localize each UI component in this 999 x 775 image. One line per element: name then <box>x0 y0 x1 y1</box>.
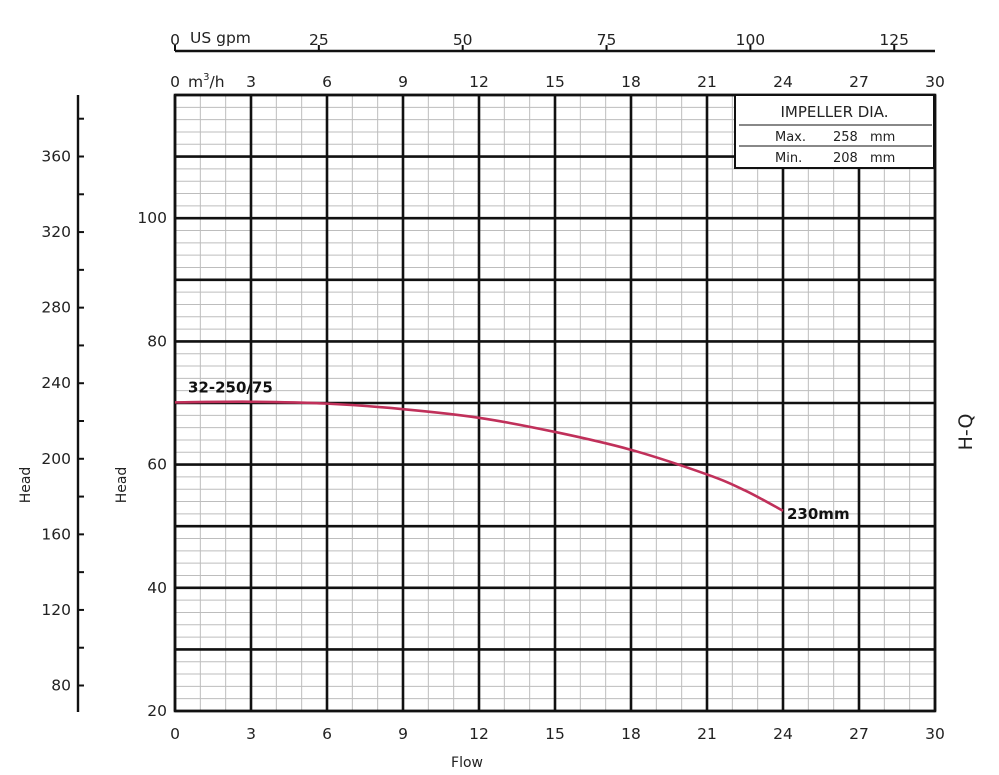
top-m3h-unit: m3/h <box>188 72 225 91</box>
top-m3h-tick-label: 0 <box>170 73 180 91</box>
hq-curve <box>174 400 784 512</box>
legend-box-frame <box>734 94 935 169</box>
legend-row-value: 208 <box>833 151 858 166</box>
legend-row-name: Min. <box>775 151 802 166</box>
y-tick-label: 40 <box>147 579 167 597</box>
usgpm-unit-label: US gpm <box>190 29 251 47</box>
x-tick-label: 18 <box>621 725 641 743</box>
top-m3h-tick-label: 9 <box>398 73 408 91</box>
top-m3h-tick-label: 30 <box>925 73 945 91</box>
unit-base: m <box>188 73 203 91</box>
top-m3h-tick-label: 6 <box>322 73 332 91</box>
x-tick-label: 15 <box>545 725 565 743</box>
legend-row-unit: mm <box>870 130 895 145</box>
usgpm-tick-label: 75 <box>597 31 617 49</box>
x-tick-label: 9 <box>398 725 408 743</box>
usgpm-tick-label: 100 <box>736 31 766 49</box>
top-m3h-tick-label: 27 <box>849 73 869 91</box>
usgpm-tick-label: 0 <box>170 31 180 49</box>
x-tick-label: 12 <box>469 725 489 743</box>
y-tick-label: 20 <box>147 702 167 720</box>
secondary-y-tick-label: 80 <box>51 677 71 695</box>
curve-model-label: 32-250/75 <box>188 378 273 396</box>
secondary-y-tick-label: 360 <box>41 148 71 166</box>
usgpm-tick-label: 25 <box>309 31 329 49</box>
x-tick-label: 21 <box>697 725 717 743</box>
top-m3h-tick-label: 18 <box>621 73 641 91</box>
legend-row-name: Max. <box>775 130 806 145</box>
x-tick-label: 6 <box>322 725 332 743</box>
secondary-y-tick-label: 240 <box>41 374 71 392</box>
top-m3h-tick-label: 24 <box>773 73 793 91</box>
y-axis-title: Head <box>114 467 130 504</box>
y-tick-label: 60 <box>147 456 167 474</box>
secondary-y-tick-label: 320 <box>41 223 71 241</box>
x-tick-label: 0 <box>170 725 180 743</box>
usgpm-tick-label: 125 <box>879 31 909 49</box>
axes <box>76 45 937 713</box>
plot-border <box>173 93 937 713</box>
impeller-legend-box: IMPELLER DIA. Max. 258 mm Min. 208 mm <box>734 94 935 169</box>
legend-title: IMPELLER DIA. <box>780 103 888 121</box>
secondary-y-tick-label: 120 <box>41 601 71 619</box>
curve-end-label: 230mm <box>787 505 850 523</box>
top-m3h-tick-label: 21 <box>697 73 717 91</box>
side-label-hq: H-Q <box>955 414 977 451</box>
legend-row-value: 258 <box>833 130 858 145</box>
secondary-y-axis-title: Head <box>18 467 34 504</box>
secondary-y-tick-label: 200 <box>41 450 71 468</box>
x-tick-label: 30 <box>925 725 945 743</box>
x-axis-title: Flow <box>451 755 483 771</box>
y-tick-label: 100 <box>137 209 167 227</box>
secondary-y-tick-label: 280 <box>41 299 71 317</box>
unit-exponent: 3 <box>203 72 209 83</box>
unit-tail: /h <box>209 73 224 91</box>
top-m3h-tick-label: 3 <box>246 73 256 91</box>
usgpm-tick-label: 50 <box>453 31 473 49</box>
legend-row-unit: mm <box>870 151 895 166</box>
y-tick-label: 80 <box>147 332 167 350</box>
top-m3h-tick-label: 15 <box>545 73 565 91</box>
top-m3h-tick-label: 12 <box>469 73 489 91</box>
x-tick-label: 24 <box>773 725 793 743</box>
series-layer: 32-250/75 230mm <box>174 378 850 523</box>
x-tick-label: 3 <box>246 725 256 743</box>
secondary-y-tick-label: 160 <box>41 525 71 543</box>
x-tick-label: 27 <box>849 725 869 743</box>
